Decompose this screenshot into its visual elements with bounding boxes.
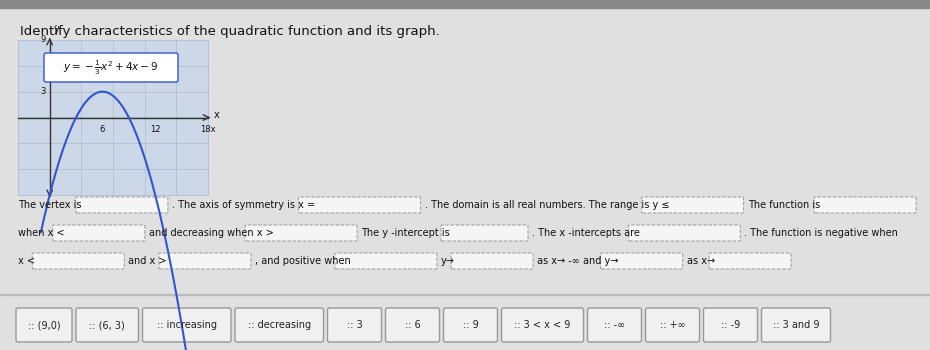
FancyBboxPatch shape: [762, 308, 830, 342]
FancyBboxPatch shape: [33, 253, 125, 269]
Text: :: 3 and 9: :: 3 and 9: [773, 320, 819, 330]
FancyBboxPatch shape: [44, 53, 178, 82]
Text: :: 6: :: 6: [405, 320, 420, 330]
FancyBboxPatch shape: [501, 308, 583, 342]
Text: :: -9: :: -9: [721, 320, 740, 330]
Text: . The domain is all real numbers. The range is y ≤: . The domain is all real numbers. The ra…: [425, 200, 669, 210]
Text: The vertex is: The vertex is: [18, 200, 82, 210]
FancyBboxPatch shape: [159, 253, 251, 269]
FancyBboxPatch shape: [441, 225, 528, 241]
Bar: [0, 294, 930, 295]
FancyBboxPatch shape: [327, 308, 381, 342]
Text: :: (9,0): :: (9,0): [28, 320, 60, 330]
Text: . The function is negative when: . The function is negative when: [744, 228, 898, 238]
Text: :: -∞: :: -∞: [604, 320, 625, 330]
Text: 6: 6: [100, 126, 105, 134]
FancyBboxPatch shape: [642, 197, 744, 213]
FancyBboxPatch shape: [703, 308, 758, 342]
Text: $y = -\frac{1}{3}x^2 + 4x - 9$: $y = -\frac{1}{3}x^2 + 4x - 9$: [63, 58, 159, 77]
Bar: [0, 0, 930, 8]
Text: Identify characteristics of the quadratic function and its graph.: Identify characteristics of the quadrati…: [20, 25, 440, 38]
Text: The y -intercept is: The y -intercept is: [361, 228, 450, 238]
Text: :: (6, 3): :: (6, 3): [89, 320, 126, 330]
FancyBboxPatch shape: [53, 225, 145, 241]
FancyBboxPatch shape: [142, 308, 231, 342]
FancyBboxPatch shape: [645, 308, 699, 342]
FancyBboxPatch shape: [588, 308, 642, 342]
FancyBboxPatch shape: [444, 308, 498, 342]
FancyBboxPatch shape: [814, 197, 916, 213]
FancyBboxPatch shape: [386, 308, 440, 342]
FancyBboxPatch shape: [16, 308, 72, 342]
FancyBboxPatch shape: [235, 308, 324, 342]
FancyBboxPatch shape: [76, 308, 139, 342]
FancyBboxPatch shape: [451, 253, 533, 269]
FancyBboxPatch shape: [335, 253, 437, 269]
FancyBboxPatch shape: [629, 225, 740, 241]
FancyBboxPatch shape: [246, 225, 357, 241]
Text: y: y: [54, 24, 60, 34]
Text: 18x: 18x: [200, 126, 216, 134]
Text: when x <: when x <: [18, 228, 64, 238]
Text: :: 9: :: 9: [462, 320, 478, 330]
Bar: [18, 40, 208, 195]
Text: and decreasing when x >: and decreasing when x >: [149, 228, 273, 238]
Text: . The x -intercepts are: . The x -intercepts are: [532, 228, 640, 238]
Text: , and positive when: , and positive when: [255, 256, 351, 266]
Text: :: 3 < x < 9: :: 3 < x < 9: [514, 320, 571, 330]
Text: x: x: [214, 111, 219, 120]
Text: as x→: as x→: [686, 256, 715, 266]
Text: as x→ -∞ and y→: as x→ -∞ and y→: [538, 256, 618, 266]
Text: The function is: The function is: [748, 200, 820, 210]
FancyBboxPatch shape: [709, 253, 791, 269]
Text: y→: y→: [441, 256, 455, 266]
FancyBboxPatch shape: [76, 197, 168, 213]
Text: :: increasing: :: increasing: [157, 320, 217, 330]
Text: 12: 12: [150, 126, 161, 134]
Text: . The axis of symmetry is x =: . The axis of symmetry is x =: [172, 200, 315, 210]
Text: 9: 9: [40, 35, 46, 44]
FancyBboxPatch shape: [601, 253, 683, 269]
Text: :: +∞: :: +∞: [659, 320, 685, 330]
Text: and x >: and x >: [128, 256, 166, 266]
Text: x <: x <: [18, 256, 35, 266]
Text: 3: 3: [40, 87, 46, 96]
FancyBboxPatch shape: [299, 197, 420, 213]
Text: :: 3: :: 3: [347, 320, 363, 330]
Text: :: decreasing: :: decreasing: [247, 320, 311, 330]
